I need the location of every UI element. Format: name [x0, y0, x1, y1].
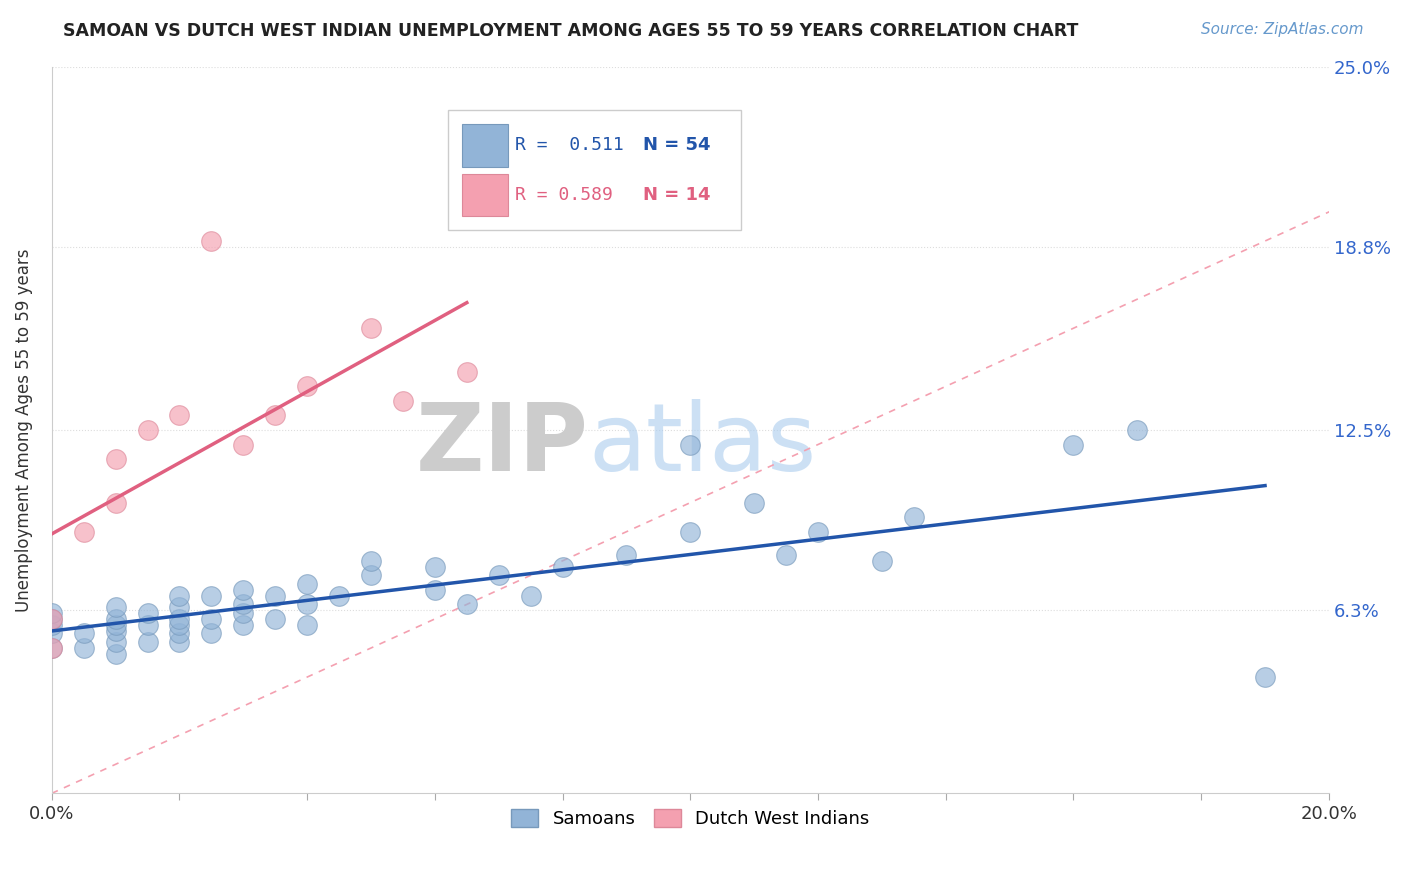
Point	[104, 452, 127, 467]
Point	[136, 606, 159, 620]
Point	[169, 612, 191, 626]
Point	[264, 612, 287, 626]
Point	[807, 524, 830, 539]
Point	[200, 589, 222, 603]
Point	[200, 612, 222, 626]
Point	[104, 612, 127, 626]
Point	[73, 640, 96, 655]
FancyBboxPatch shape	[461, 124, 508, 167]
Text: R =  0.511: R = 0.511	[516, 136, 624, 154]
Point	[73, 524, 96, 539]
Point	[488, 568, 510, 582]
Point	[232, 582, 254, 597]
Text: SAMOAN VS DUTCH WEST INDIAN UNEMPLOYMENT AMONG AGES 55 TO 59 YEARS CORRELATION C: SAMOAN VS DUTCH WEST INDIAN UNEMPLOYMENT…	[63, 22, 1078, 40]
Point	[41, 640, 63, 655]
Point	[232, 437, 254, 451]
Point	[232, 598, 254, 612]
Point	[360, 568, 382, 582]
Point	[295, 379, 318, 393]
Text: N = 14: N = 14	[643, 186, 710, 204]
Y-axis label: Unemployment Among Ages 55 to 59 years: Unemployment Among Ages 55 to 59 years	[15, 248, 32, 612]
Point	[456, 365, 478, 379]
Point	[456, 598, 478, 612]
Point	[616, 548, 638, 562]
Point	[41, 626, 63, 640]
Point	[264, 589, 287, 603]
Point	[104, 600, 127, 615]
Point	[870, 554, 893, 568]
Point	[104, 617, 127, 632]
Point	[169, 600, 191, 615]
Point	[423, 582, 446, 597]
Text: R = 0.589: R = 0.589	[516, 186, 613, 204]
Point	[295, 617, 318, 632]
Point	[1254, 670, 1277, 684]
Point	[41, 617, 63, 632]
Point	[169, 626, 191, 640]
Point	[1062, 437, 1084, 451]
Point	[679, 437, 702, 451]
Point	[104, 496, 127, 510]
Point	[104, 624, 127, 638]
Point	[169, 617, 191, 632]
Point	[328, 589, 350, 603]
Point	[775, 548, 797, 562]
Point	[104, 647, 127, 661]
Point	[295, 598, 318, 612]
FancyBboxPatch shape	[447, 111, 741, 230]
Point	[519, 589, 541, 603]
Point	[136, 635, 159, 649]
Text: N = 54: N = 54	[643, 136, 710, 154]
Text: Source: ZipAtlas.com: Source: ZipAtlas.com	[1201, 22, 1364, 37]
Point	[73, 626, 96, 640]
Point	[679, 524, 702, 539]
Text: atlas: atlas	[588, 399, 817, 491]
Text: ZIP: ZIP	[415, 399, 588, 491]
Point	[104, 635, 127, 649]
Point	[360, 321, 382, 335]
Point	[200, 626, 222, 640]
Point	[41, 612, 63, 626]
Point	[169, 635, 191, 649]
Point	[392, 393, 415, 408]
Point	[903, 510, 925, 524]
Point	[360, 554, 382, 568]
Point	[423, 559, 446, 574]
FancyBboxPatch shape	[461, 174, 508, 217]
Point	[551, 559, 574, 574]
Point	[41, 606, 63, 620]
Point	[264, 409, 287, 423]
Point	[200, 234, 222, 248]
Point	[136, 617, 159, 632]
Point	[169, 409, 191, 423]
Point	[232, 617, 254, 632]
Point	[742, 496, 765, 510]
Point	[41, 640, 63, 655]
Legend: Samoans, Dutch West Indians: Samoans, Dutch West Indians	[503, 801, 877, 835]
Point	[295, 577, 318, 591]
Point	[1126, 423, 1149, 437]
Point	[136, 423, 159, 437]
Point	[41, 612, 63, 626]
Point	[232, 606, 254, 620]
Point	[169, 589, 191, 603]
